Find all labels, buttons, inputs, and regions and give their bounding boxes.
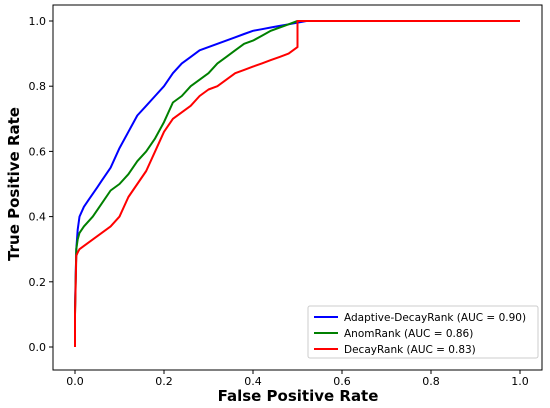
y-tick-label: 1.0 — [29, 15, 47, 28]
y-tick-label: 0.4 — [29, 211, 47, 224]
axis-ticks: 0.0 0.2 0.4 0.6 0.8 1.0 0.0 0.2 0.4 0.6 0.8 1.0 — [29, 15, 529, 388]
x-tick-label: 0.8 — [422, 375, 440, 388]
x-axis-title: False Positive Rate — [218, 387, 379, 405]
series-line-0 — [74, 20, 520, 347]
y-tick-label: 0.0 — [29, 341, 47, 354]
x-tick-label: 0.6 — [333, 375, 351, 388]
series-line-1 — [74, 20, 520, 347]
y-tick-label: 0.2 — [29, 276, 47, 289]
legend-label: DecayRank (AUC = 0.83) — [344, 344, 476, 356]
y-axis-title: True Positive Rate — [5, 107, 23, 261]
y-tick-label: 0.8 — [29, 80, 47, 93]
legend: Adaptive-DecayRank (AUC = 0.90) AnomRank … — [307, 305, 539, 359]
x-tick-label: 0.2 — [155, 375, 173, 388]
y-tick-label: 0.6 — [29, 145, 47, 158]
series-line-2 — [74, 20, 520, 347]
legend-label: Adaptive-DecayRank (AUC = 0.90) — [344, 312, 526, 324]
legend-box — [307, 305, 539, 359]
series-lines — [74, 20, 520, 347]
x-tick-label: 1.0 — [511, 375, 529, 388]
x-tick-label: 0.0 — [66, 375, 84, 388]
legend-label: AnomRank (AUC = 0.86) — [344, 328, 473, 340]
plot-frame — [52, 4, 543, 371]
x-tick-label: 0.4 — [244, 375, 262, 388]
